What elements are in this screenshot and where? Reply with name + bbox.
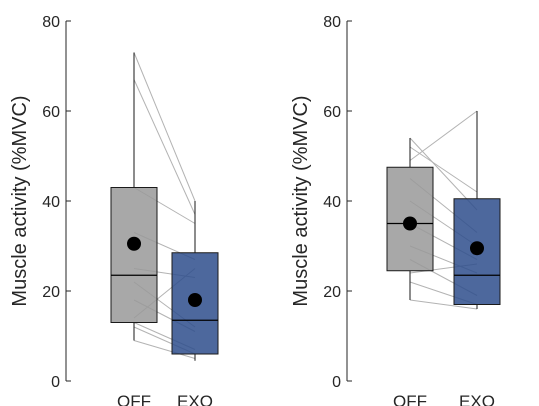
chart-panel-2: 0 20 40 60 80 Muscle activity (%MVC) OFF EXO <box>290 14 501 406</box>
y-tick-label: 80 <box>323 14 341 31</box>
y-tick-label: 40 <box>323 194 341 211</box>
y-tick-label: 20 <box>323 284 341 301</box>
y-axis-title: Muscle activity (%MVC) <box>290 95 312 306</box>
box-off: OFF <box>110 52 158 406</box>
box-off: OFF <box>386 138 434 406</box>
y-tick-label: 20 <box>42 284 60 301</box>
y-tick-label: 60 <box>323 104 341 121</box>
mean-marker <box>188 293 202 307</box>
y-tick-label: 40 <box>42 194 60 211</box>
y-tick-label: 60 <box>42 104 60 121</box>
paired-line <box>409 110 478 161</box>
x-tick-label: EXO <box>177 392 213 406</box>
x-tick-label: EXO <box>459 392 495 406</box>
y-tick-label: 80 <box>42 14 60 31</box>
y-tick-label: 0 <box>332 374 341 391</box>
paired-line <box>133 52 196 202</box>
box-exo: EXO <box>171 201 219 406</box>
paired-line <box>409 146 478 193</box>
x-tick-label: OFF <box>117 392 151 406</box>
mean-marker <box>403 216 417 231</box>
y-axis-title: Muscle activity (%MVC) <box>9 95 31 306</box>
mean-marker <box>470 241 484 256</box>
paired-line <box>409 137 478 211</box>
mean-marker <box>127 236 141 251</box>
paired-line <box>409 299 478 310</box>
x-tick-label: OFF <box>393 392 427 406</box>
box-body <box>110 187 158 323</box>
paired-line <box>133 340 196 359</box>
chart-panel-1: 0 20 40 60 80 Muscle activity (%MVC) OFF EXO <box>9 14 219 406</box>
box-exo: EXO <box>453 111 501 406</box>
y-tick-label: 0 <box>51 374 60 391</box>
paired-line <box>133 79 196 215</box>
